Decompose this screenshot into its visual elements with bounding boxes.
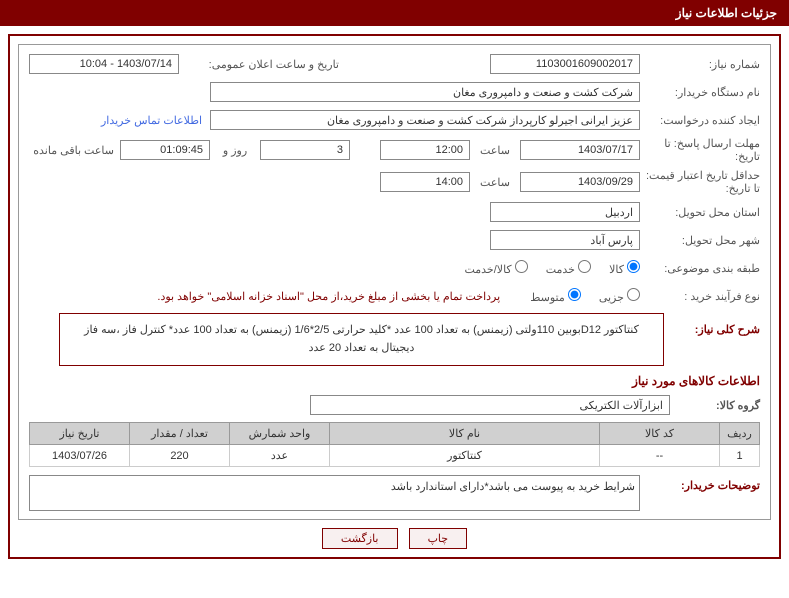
cell-date: 1403/07/26	[30, 445, 130, 467]
province-label: استان محل تحویل:	[640, 206, 760, 219]
radio-medium-label: متوسط	[530, 288, 581, 304]
table-header-row: ردیف کد کالا نام کالا واحد شمارش تعداد /…	[30, 423, 760, 445]
radio-both[interactable]	[515, 260, 528, 273]
city-label: شهر محل تحویل:	[640, 234, 760, 247]
buyer-desc-row: توضیحات خریدار: شرایط خرید به پیوست می ب…	[29, 475, 760, 511]
summary-box: کنتاکتور D12بوبین 110ولتی (زیمنس) به تعد…	[59, 313, 664, 366]
back-button[interactable]: بازگشت	[322, 528, 398, 549]
cell-name: کنتاکتور	[330, 445, 600, 467]
row-process: نوع فرآیند خرید : جزیی متوسط پرداخت تمام…	[29, 285, 760, 307]
radio-small-label: جزیی	[599, 288, 640, 304]
row-summary: شرح کلی نیاز: کنتاکتور D12بوبین 110ولتی …	[29, 313, 760, 366]
main-frame: شماره نیاز: 1103001609002017 تاریخ و ساع…	[8, 34, 781, 559]
buyer-contact-link[interactable]: اطلاعات تماس خریدار	[101, 114, 202, 127]
summary-label: شرح کلی نیاز:	[670, 313, 760, 336]
deadline-date: 1403/07/17	[520, 140, 640, 160]
row-province: استان محل تحویل: اردبیل	[29, 201, 760, 223]
time-label-1: ساعت	[470, 144, 520, 157]
goods-group-label: گروه کالا:	[670, 399, 760, 412]
cell-qty: 220	[130, 445, 230, 467]
request-no-value: 1103001609002017	[490, 54, 640, 74]
col-name: نام کالا	[330, 423, 600, 445]
validity-label: حداقل تاریخ اعتبار قیمت: تا تاریخ:	[640, 169, 760, 195]
announce-value: 1403/07/14 - 10:04	[29, 54, 179, 74]
row-request-no: شماره نیاز: 1103001609002017 تاریخ و ساع…	[29, 53, 760, 75]
row-goods-group: گروه کالا: ابزارآلات الکتریکی	[29, 394, 760, 416]
col-date: تاریخ نیاز	[30, 423, 130, 445]
buyer-desc-value: شرایط خرید به پیوست می باشد*دارای استاند…	[29, 475, 640, 511]
category-label: طبقه بندی موضوعی:	[640, 262, 760, 275]
remaining-label: ساعت باقی مانده	[33, 144, 114, 157]
cell-unit: عدد	[230, 445, 330, 467]
col-row: ردیف	[720, 423, 760, 445]
buyer-org-value: شرکت کشت و صنعت و دامپروری مغان	[210, 82, 640, 102]
city-value: پارس آباد	[490, 230, 640, 250]
buyer-desc-label: توضیحات خریدار:	[640, 475, 760, 511]
goods-section-title: اطلاعات کالاهای مورد نیاز	[29, 374, 760, 388]
row-validity: حداقل تاریخ اعتبار قیمت: تا تاریخ: 1403/…	[29, 169, 760, 195]
page-header: جزئیات اطلاعات نیاز	[0, 0, 789, 26]
province-value: اردبیل	[490, 202, 640, 222]
page-title: جزئیات اطلاعات نیاز	[676, 6, 777, 20]
deadline-label: مهلت ارسال پاسخ: تا تاریخ:	[640, 137, 760, 163]
row-creator: ایجاد کننده درخواست: عزیز ایرانی اجیرلو …	[29, 109, 760, 131]
row-category: طبقه بندی موضوعی: کالا خدمت کالا/خدمت	[29, 257, 760, 279]
radio-goods[interactable]	[627, 260, 640, 273]
announce-label: تاریخ و ساعت اعلان عمومی:	[179, 58, 339, 71]
time-label-2: ساعت	[470, 176, 520, 189]
payment-note: پرداخت تمام یا بخشی از مبلغ خرید،از محل …	[157, 290, 500, 303]
goods-group-value: ابزارآلات الکتریکی	[310, 395, 670, 415]
days-remaining: 3	[260, 140, 350, 160]
validity-date: 1403/09/29	[520, 172, 640, 192]
radio-small[interactable]	[627, 288, 640, 301]
creator-label: ایجاد کننده درخواست:	[640, 114, 760, 127]
buyer-org-label: نام دستگاه خریدار:	[640, 86, 760, 99]
time-remaining: 01:09:45	[120, 140, 210, 160]
cell-code: --	[600, 445, 720, 467]
request-no-label: شماره نیاز:	[640, 58, 760, 71]
row-city: شهر محل تحویل: پارس آباد	[29, 229, 760, 251]
validity-time: 14:00	[380, 172, 470, 192]
col-unit: واحد شمارش	[230, 423, 330, 445]
details-panel: شماره نیاز: 1103001609002017 تاریخ و ساع…	[18, 44, 771, 520]
table-row: 1 -- کنتاکتور عدد 220 1403/07/26	[30, 445, 760, 467]
radio-goods-label: کالا	[609, 260, 640, 276]
creator-value: عزیز ایرانی اجیرلو کارپرداز شرکت کشت و ص…	[210, 110, 640, 130]
row-deadline: مهلت ارسال پاسخ: تا تاریخ: 1403/07/17 سا…	[29, 137, 760, 163]
button-row: چاپ بازگشت	[18, 528, 771, 549]
radio-service[interactable]	[578, 260, 591, 273]
radio-service-label: خدمت	[546, 260, 591, 276]
deadline-time: 12:00	[380, 140, 470, 160]
goods-table: ردیف کد کالا نام کالا واحد شمارش تعداد /…	[29, 422, 760, 467]
cell-row: 1	[720, 445, 760, 467]
print-button[interactable]: چاپ	[409, 528, 468, 549]
process-label: نوع فرآیند خرید :	[640, 290, 760, 303]
col-qty: تعداد / مقدار	[130, 423, 230, 445]
days-label: روز و	[210, 144, 260, 157]
radio-medium[interactable]	[568, 288, 581, 301]
radio-both-label: کالا/خدمت	[464, 260, 527, 276]
col-code: کد کالا	[600, 423, 720, 445]
row-buyer-org: نام دستگاه خریدار: شرکت کشت و صنعت و دام…	[29, 81, 760, 103]
